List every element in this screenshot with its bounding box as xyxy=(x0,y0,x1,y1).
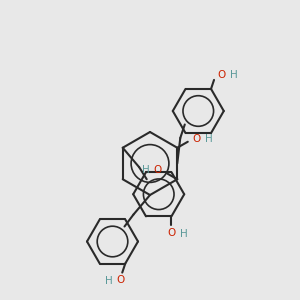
Text: H: H xyxy=(205,134,213,144)
Text: O: O xyxy=(218,70,226,80)
Text: O: O xyxy=(193,134,201,144)
Text: H: H xyxy=(142,165,150,175)
Text: O: O xyxy=(117,275,125,285)
Text: H: H xyxy=(180,229,187,239)
Text: H: H xyxy=(230,70,237,80)
Text: O: O xyxy=(154,165,162,175)
Text: H: H xyxy=(105,276,112,286)
Text: O: O xyxy=(167,228,175,238)
